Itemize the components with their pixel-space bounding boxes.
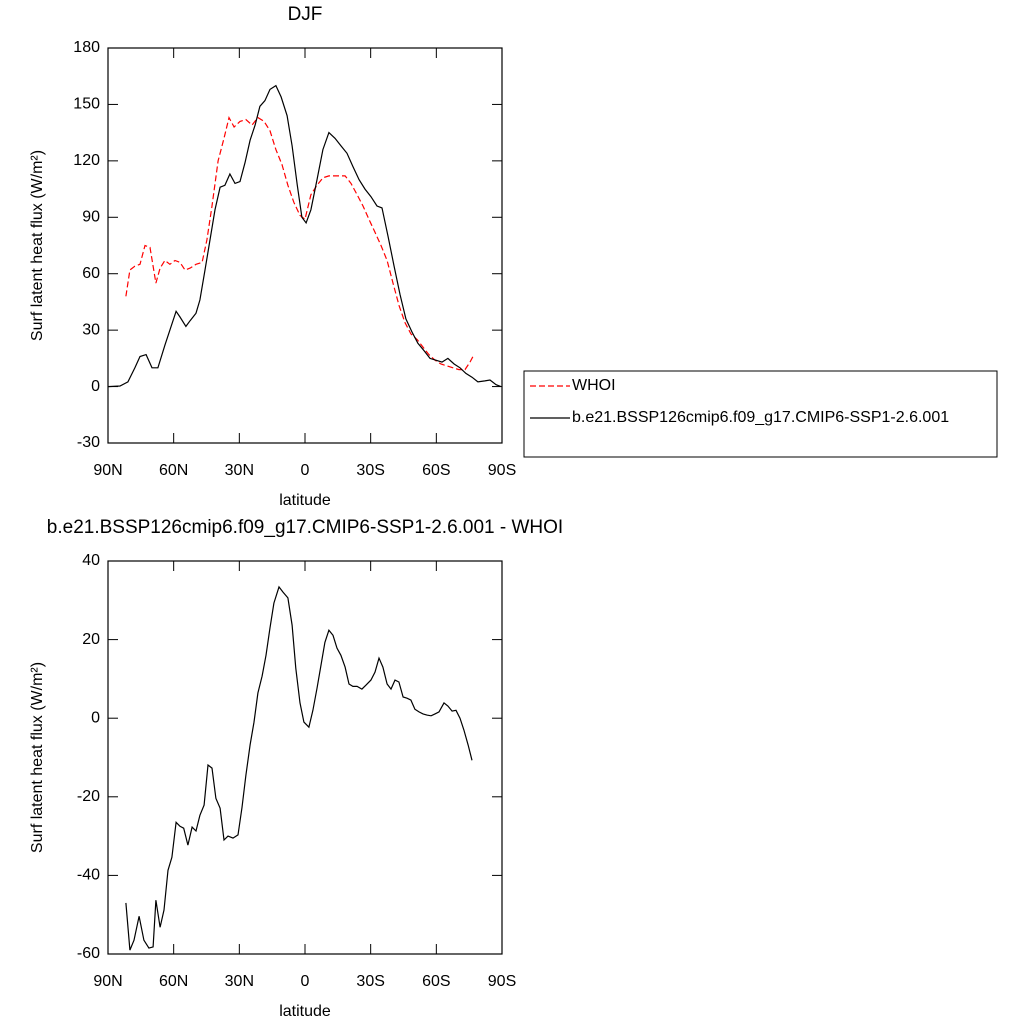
x-tick-label: 90S (488, 973, 516, 990)
x-tick-label: 30N (225, 973, 254, 990)
y-tick-label: -20 (77, 788, 100, 805)
legend-frame (523, 370, 998, 458)
y-axis-label: Surf latent heat flux (W/m²) (29, 662, 46, 853)
x-tick-label: 60N (159, 462, 188, 479)
y-tick-label: 120 (73, 152, 100, 169)
y-tick-label: 30 (82, 321, 100, 338)
chart-title: b.e21.BSSP126cmip6.f09_g17.CMIP6-SSP1-2.… (47, 517, 563, 538)
x-tick-label: 0 (301, 973, 310, 990)
data-line (125, 585, 473, 951)
y-tick-label: 90 (82, 209, 100, 226)
x-tick-label: 30N (225, 462, 254, 479)
x-tick-label: 90N (93, 973, 122, 990)
plot-frame (107, 560, 503, 955)
legend-label: b.e21.BSSP126cmip6.f09_g17.CMIP6-SSP1-2.… (572, 409, 949, 426)
x-axis-label: latitude (279, 492, 331, 509)
y-axis-label: Surf latent heat flux (W/m²) (29, 150, 46, 341)
x-tick-label: 30S (356, 973, 384, 990)
x-tick-label: 60S (422, 973, 450, 990)
x-tick-label: 60N (159, 973, 188, 990)
y-tick-label: 0 (91, 378, 100, 395)
y-tick-label: 40 (82, 552, 100, 569)
y-tick-label: -30 (77, 434, 100, 451)
data-line (107, 84, 502, 388)
y-tick-label: 60 (82, 265, 100, 282)
x-tick-label: 90N (93, 462, 122, 479)
chart-title: DJF (288, 4, 323, 25)
x-tick-label: 0 (301, 462, 310, 479)
x-tick-label: 30S (356, 462, 384, 479)
legend-label: WHOI (572, 377, 616, 394)
y-tick-label: 0 (91, 709, 100, 726)
x-tick-label: 60S (422, 462, 450, 479)
plot-frame (107, 47, 503, 444)
y-tick-label: 20 (82, 631, 100, 648)
x-axis-label: latitude (279, 1003, 331, 1020)
y-tick-label: -40 (77, 867, 100, 884)
y-tick-label: 150 (73, 96, 100, 113)
y-tick-label: -60 (77, 945, 100, 962)
y-tick-label: 180 (73, 39, 100, 56)
x-tick-label: 90S (488, 462, 516, 479)
data-line (125, 115, 475, 371)
